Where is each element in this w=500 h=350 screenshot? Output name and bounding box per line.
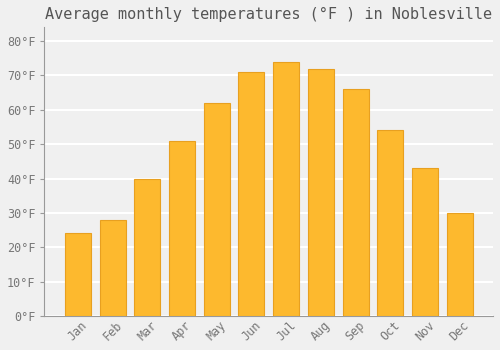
Title: Average monthly temperatures (°F ) in Noblesville: Average monthly temperatures (°F ) in No… bbox=[45, 7, 492, 22]
Bar bbox=[377, 131, 404, 316]
Bar bbox=[100, 220, 126, 316]
Bar bbox=[446, 213, 472, 316]
Bar bbox=[134, 178, 160, 316]
Bar bbox=[65, 233, 91, 316]
Bar bbox=[169, 141, 195, 316]
Bar bbox=[238, 72, 264, 316]
Bar bbox=[412, 168, 438, 316]
Bar bbox=[342, 89, 368, 316]
Bar bbox=[204, 103, 230, 316]
Bar bbox=[308, 69, 334, 316]
Bar bbox=[273, 62, 299, 316]
